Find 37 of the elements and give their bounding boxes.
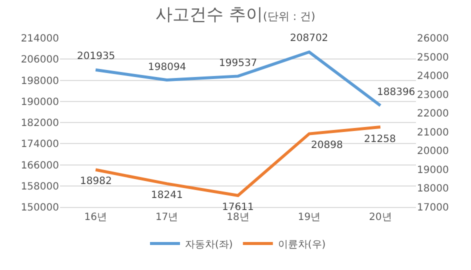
y-tick-label: 214000 (20, 34, 59, 44)
data-label: 199537 (219, 58, 258, 69)
data-label: 201935 (77, 51, 116, 62)
y-tick-label: 182000 (20, 118, 59, 129)
y2-tick-label: 24000 (417, 71, 449, 82)
y2-tick-label: 26000 (417, 34, 449, 44)
y-tick-label: 174000 (20, 139, 59, 150)
y-tick-label: 206000 (20, 54, 59, 66)
y2-tick-label: 22000 (417, 108, 449, 120)
x-tick-label: 17년 (155, 212, 178, 223)
data-label: 17611 (222, 202, 254, 213)
y2-tick-label: 17000 (417, 202, 449, 214)
data-label: 208702 (290, 33, 328, 44)
y-tick-label: 198000 (20, 76, 59, 87)
x-tick-label: 20년 (369, 212, 392, 223)
legend-label: 자동차(좌) (185, 239, 233, 250)
y2-tick-label: 21000 (417, 127, 449, 138)
y2-tick-label: 23000 (417, 90, 449, 101)
data-label: 21258 (364, 134, 396, 145)
data-label: 188396 (377, 87, 416, 98)
y2-tick-label: 25000 (417, 52, 449, 64)
x-tick-label: 18년 (226, 212, 250, 223)
y-tick-label: 190000 (20, 96, 59, 108)
chart-subtitle: (단위 : 건) (263, 10, 316, 23)
data-label: 198094 (148, 62, 186, 73)
y-tick-label: 150000 (20, 202, 59, 214)
data-label: 18982 (80, 176, 112, 187)
legend-label: 이륜차(우) (278, 239, 326, 250)
x-tick-label: 19년 (298, 212, 321, 223)
y2-tick-label: 20000 (417, 146, 449, 158)
y-tick-label: 166000 (20, 160, 59, 172)
data-label: 18241 (151, 190, 183, 201)
y-tick-label: 158000 (20, 181, 59, 192)
y2-tick-label: 18000 (417, 184, 449, 195)
y2-tick-label: 19000 (417, 164, 449, 176)
x-tick-label: 16년 (84, 212, 107, 223)
data-label: 20898 (311, 140, 343, 151)
